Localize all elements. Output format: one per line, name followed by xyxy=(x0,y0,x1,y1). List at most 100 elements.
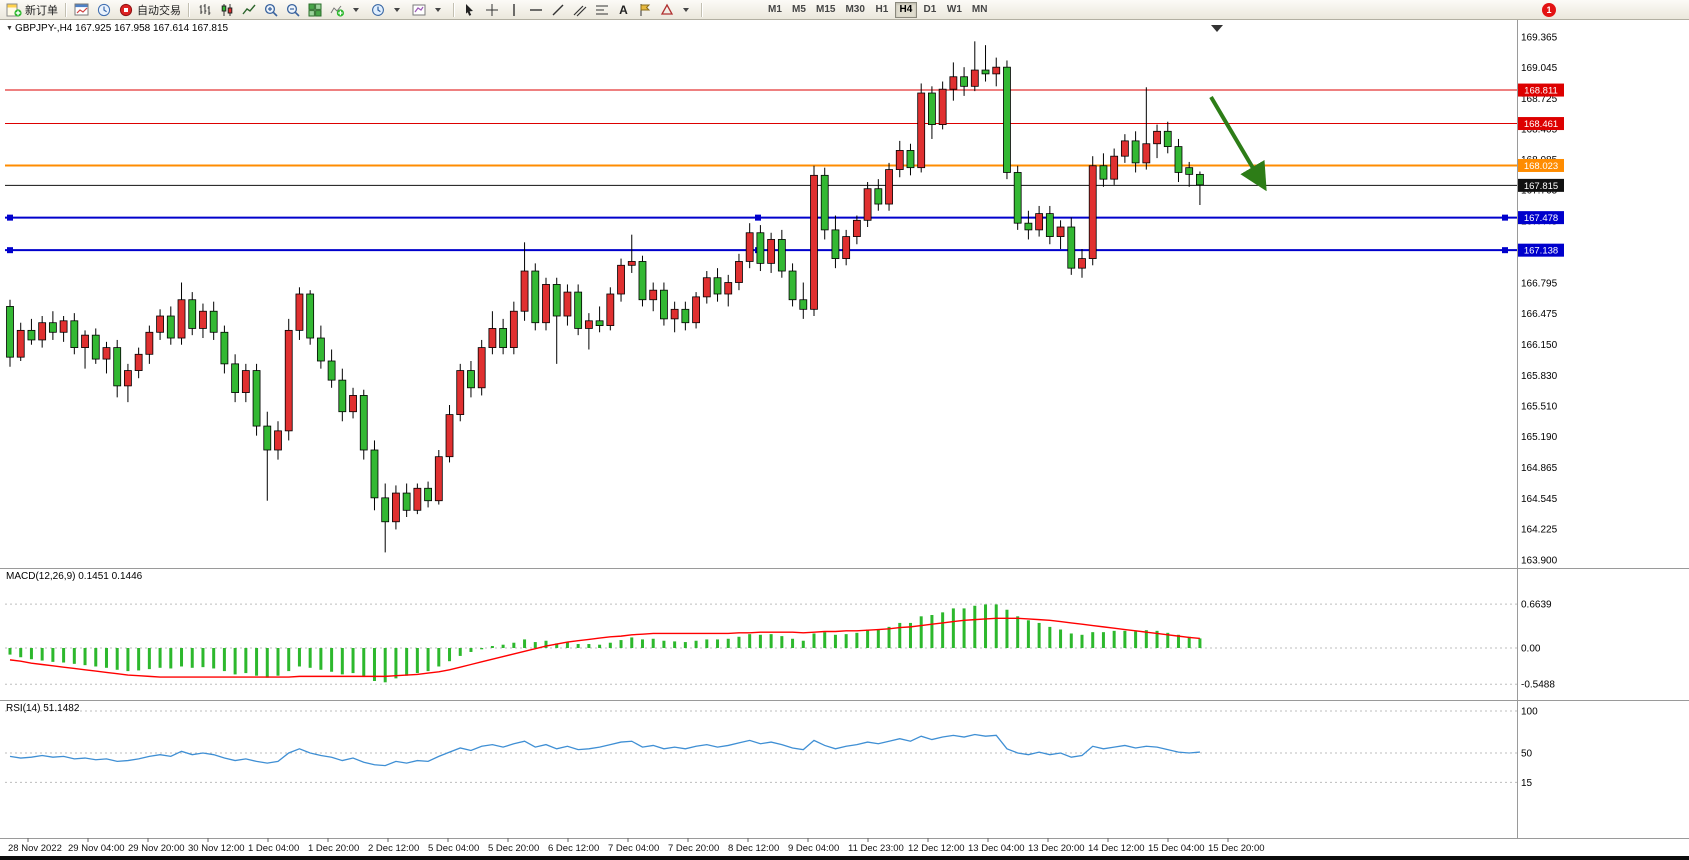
svg-text:169.045: 169.045 xyxy=(1521,63,1558,74)
new-chart-icon xyxy=(74,2,90,18)
dropdown-caret-icon xyxy=(389,2,405,18)
auto-trading-button[interactable]: 自动交易 xyxy=(115,1,184,19)
axis-labels: 169.365169.045168.725168.405168.085167.7… xyxy=(5,33,1558,789)
profiles-button[interactable] xyxy=(93,1,115,19)
price-line-167.478[interactable]: 167.478 xyxy=(5,211,1564,225)
svg-text:0.00: 0.00 xyxy=(1521,644,1541,655)
svg-text:-0.5488: -0.5488 xyxy=(1521,680,1555,691)
label-flag-icon xyxy=(637,2,653,18)
svg-text:15 Dec 04:00: 15 Dec 04:00 xyxy=(1148,843,1205,854)
toolbar-separator xyxy=(188,2,190,17)
dropdown-caret-icon xyxy=(430,2,446,18)
timeframe-button-H4[interactable]: H4 xyxy=(894,1,917,18)
chart-shift-marker-icon xyxy=(1211,25,1223,32)
symbol-ohlc-text: GBPJPY-,H4 167.925 167.958 167.614 167.8… xyxy=(14,23,229,34)
chart-canvas[interactable]: 169.365169.045168.725168.405168.085167.7… xyxy=(0,20,1689,860)
svg-text:50: 50 xyxy=(1521,749,1533,760)
rsi-indicator-header: RSI(14) 51.1482 xyxy=(6,703,80,714)
text-tool-button[interactable]: A xyxy=(613,1,634,19)
svg-text:167.138: 167.138 xyxy=(1524,246,1558,257)
tile-windows-icon xyxy=(307,2,323,18)
macd-signal-line xyxy=(9,617,1200,678)
svg-text:0.6639: 0.6639 xyxy=(1521,600,1552,611)
bar-chart-icon xyxy=(197,2,213,18)
timeframe-button-M1[interactable]: M1 xyxy=(764,2,786,18)
svg-text:165.190: 165.190 xyxy=(1521,432,1558,443)
periods-icon xyxy=(370,2,386,18)
zoom-out-button[interactable] xyxy=(282,1,304,19)
new-order-button[interactable]: 新订单 xyxy=(3,1,61,19)
crosshair-icon xyxy=(484,2,500,18)
crosshair-tool-button[interactable] xyxy=(481,1,503,19)
timeframe-button-H1[interactable]: H1 xyxy=(871,2,893,18)
templates-button[interactable] xyxy=(408,1,449,19)
horizontal-line-tool-button[interactable] xyxy=(525,1,547,19)
tile-windows-button[interactable] xyxy=(304,1,326,19)
svg-text:163.900: 163.900 xyxy=(1521,556,1558,567)
svg-text:100: 100 xyxy=(1521,707,1538,718)
svg-text:164.225: 164.225 xyxy=(1521,524,1558,535)
chart-symbol-header: ▼ GBPJPY-,H4 167.925 167.958 167.614 167.… xyxy=(6,23,228,34)
time-axis: 28 Nov 2022 29 Nov 04:00 29 Nov 20:00 30 No… xyxy=(8,838,1265,854)
timeframe-button-M15[interactable]: M15 xyxy=(812,2,839,18)
svg-text:166.150: 166.150 xyxy=(1521,340,1558,351)
price-line-168.461[interactable]: 168.461 xyxy=(5,117,1564,131)
vertical-line-tool-button[interactable] xyxy=(503,1,525,19)
shapes-tool-button[interactable] xyxy=(656,1,697,19)
notification-badge[interactable]: 1 xyxy=(1542,3,1556,17)
timeframe-button-MN[interactable]: MN xyxy=(968,2,992,18)
periods-button[interactable] xyxy=(367,1,408,19)
cursor-icon xyxy=(462,2,478,18)
timeframe-group: M1 M5 M15 M30 H1 H4 D1 W1 MN xyxy=(763,1,992,18)
trend-arrow-annotation[interactable] xyxy=(1209,95,1267,192)
text-tool-label: A xyxy=(619,2,628,17)
svg-text:167.478: 167.478 xyxy=(1524,213,1558,224)
svg-text:168.023: 168.023 xyxy=(1524,161,1558,172)
candlesticks xyxy=(6,41,1204,553)
price-line-168.811[interactable]: 168.811 xyxy=(5,83,1564,97)
symbol-dropdown-icon[interactable]: ▼ xyxy=(6,25,13,32)
timeframe-button-W1[interactable]: W1 xyxy=(943,2,966,18)
price-line-168.023[interactable]: 168.023 xyxy=(5,158,1564,172)
trendline-tool-button[interactable] xyxy=(547,1,569,19)
zoom-in-button[interactable] xyxy=(260,1,282,19)
rsi-line xyxy=(9,733,1200,767)
cursor-tool-button[interactable] xyxy=(459,1,481,19)
shapes-icon xyxy=(659,2,675,18)
svg-text:165.510: 165.510 xyxy=(1521,401,1558,412)
candlestick-icon xyxy=(219,2,235,18)
svg-text:13 Dec 20:00: 13 Dec 20:00 xyxy=(1028,843,1085,854)
timeframe-button-D1[interactable]: D1 xyxy=(919,2,941,18)
svg-text:15: 15 xyxy=(1521,778,1533,789)
indicators-button[interactable] xyxy=(326,1,367,19)
dropdown-caret-icon xyxy=(348,2,364,18)
pane-dividers xyxy=(0,20,1689,839)
svg-text:29 Nov 20:00: 29 Nov 20:00 xyxy=(128,843,185,854)
label-tool-button[interactable] xyxy=(634,1,656,19)
price-line-167.815[interactable]: 167.815 xyxy=(5,178,1564,192)
chart-window: 169.365169.045168.725168.405168.085167.7… xyxy=(0,20,1689,860)
zoom-in-icon xyxy=(263,2,279,18)
timeframe-button-M5[interactable]: M5 xyxy=(788,2,810,18)
svg-text:14 Dec 12:00: 14 Dec 12:00 xyxy=(1088,843,1145,854)
svg-text:7 Dec 04:00: 7 Dec 04:00 xyxy=(608,843,659,854)
bar-chart-mode-button[interactable] xyxy=(194,1,216,19)
toolbar-separator xyxy=(453,2,455,17)
auto-trading-icon xyxy=(118,2,134,18)
profiles-icon xyxy=(96,2,112,18)
svg-text:164.865: 164.865 xyxy=(1521,463,1558,474)
svg-text:13 Dec 04:00: 13 Dec 04:00 xyxy=(968,843,1025,854)
macd-histogram xyxy=(8,604,1202,683)
timeframe-button-M30[interactable]: M30 xyxy=(841,2,868,18)
svg-text:168.811: 168.811 xyxy=(1524,86,1558,97)
line-chart-mode-button[interactable] xyxy=(238,1,260,19)
vertical-line-icon xyxy=(506,2,522,18)
svg-text:165.830: 165.830 xyxy=(1521,371,1558,382)
svg-text:11 Dec 23:00: 11 Dec 23:00 xyxy=(848,843,904,854)
candlestick-mode-button[interactable] xyxy=(216,1,238,19)
svg-text:167.815: 167.815 xyxy=(1524,181,1558,192)
svg-text:168.725: 168.725 xyxy=(1521,94,1558,105)
new-chart-button[interactable] xyxy=(71,1,93,19)
channel-tool-button[interactable] xyxy=(569,1,591,19)
fibonacci-tool-button[interactable] xyxy=(591,1,613,19)
